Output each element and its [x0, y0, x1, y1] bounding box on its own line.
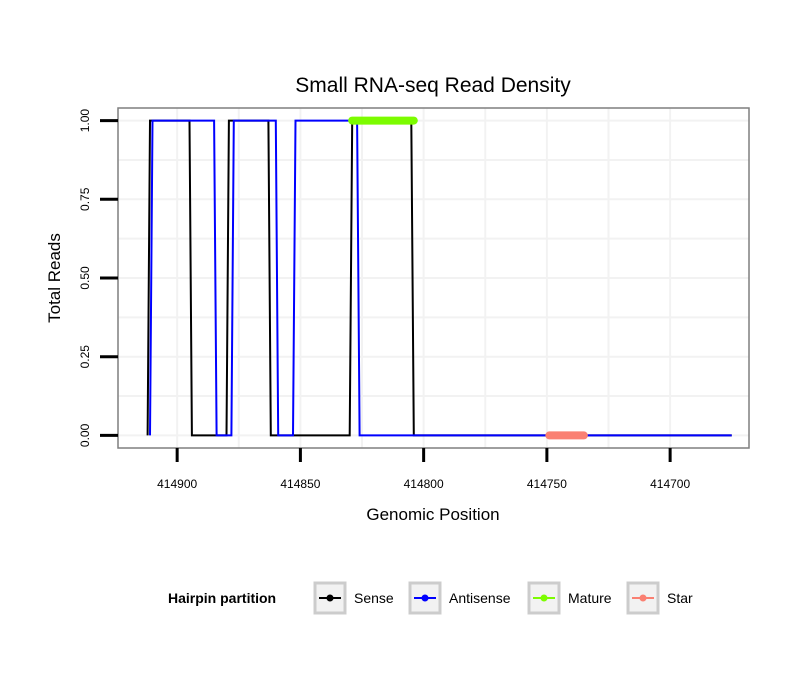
y-axis-label: Total Reads: [45, 233, 64, 323]
legend-label-antisense: Antisense: [449, 590, 511, 606]
legend-label-sense: Sense: [354, 590, 394, 606]
legend: Hairpin partition Sense Antisense Mature St…: [168, 581, 693, 615]
legend-key-point: [639, 594, 647, 602]
grid: [118, 108, 749, 448]
y-tick-label: 0.50: [78, 266, 92, 290]
y-tick-label: 0.75: [78, 187, 92, 211]
legend-key-point: [421, 594, 429, 602]
legend-title: Hairpin partition: [168, 590, 276, 606]
y-tick-label: 0.00: [78, 423, 92, 447]
x-tick-label: 414700: [650, 477, 690, 491]
x-axis-label: Genomic Position: [366, 505, 499, 524]
x-tick-label: 414750: [527, 477, 567, 491]
y-tick-label: 1.00: [78, 109, 92, 133]
legend-label-mature: Mature: [568, 590, 612, 606]
y-tick-label: 0.25: [78, 345, 92, 369]
x-tick-label: 414850: [280, 477, 320, 491]
legend-key-point: [540, 594, 548, 602]
x-tick-label: 414800: [404, 477, 444, 491]
legend-key-point: [326, 594, 334, 602]
chart-title: Small RNA-seq Read Density: [295, 74, 571, 97]
x-tick-label: 414900: [157, 477, 197, 491]
legend-label-star: Star: [667, 590, 693, 606]
series-layer: [146, 116, 732, 440]
axes: 414900 414850 414800 414750 414700 0.00 0.25 0.…: [78, 109, 690, 491]
